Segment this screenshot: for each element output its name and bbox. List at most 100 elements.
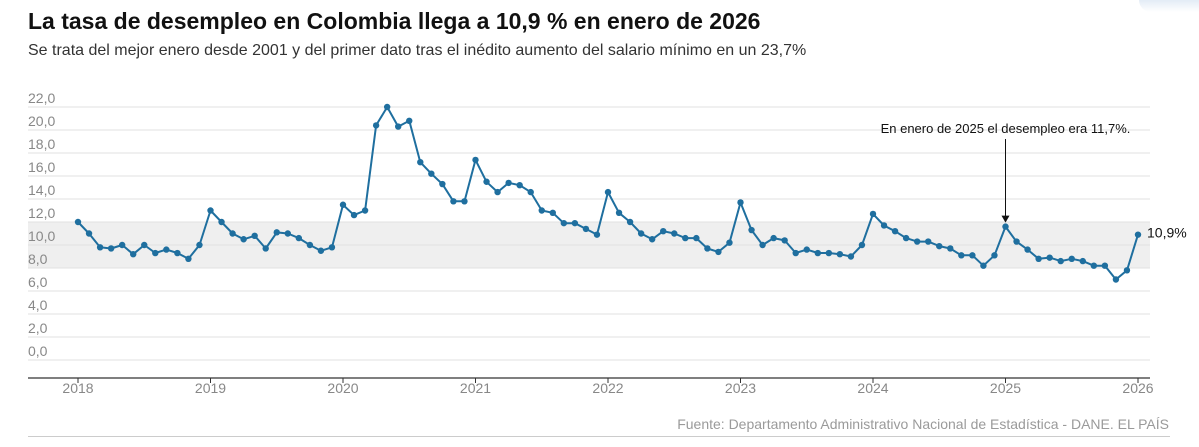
data-point [1134,231,1142,238]
x-tick-label: 2022 [592,380,623,396]
x-axis-ticks: 2018 2019 2020 2021 2022 2023 2024 2025 2026 [62,378,1154,396]
data-point [947,245,954,252]
data-point [196,241,203,249]
data-point [1101,262,1109,269]
data-point [527,188,534,196]
data-point [858,241,866,249]
data-point [925,238,932,245]
data-point [693,234,700,242]
corner-decoration [1139,0,1199,12]
data-point [1112,276,1120,283]
y-tick-label: 16,0 [28,159,55,175]
gridlines [28,106,1150,361]
data-point [428,170,435,177]
data-point [96,244,104,251]
data-point [273,229,280,236]
data-point [604,188,612,196]
data-point [74,218,82,226]
y-tick-label: 22,0 [28,90,55,106]
data-point [218,218,225,226]
data-point [792,249,799,257]
data-point [770,234,777,242]
data-point [626,218,634,226]
data-point [726,239,733,246]
data-point [936,242,943,250]
y-tick-label: 18,0 [28,136,55,152]
data-point [317,247,325,254]
data-point [648,236,656,243]
data-point [704,245,711,252]
x-tick-label: 2021 [460,380,491,396]
data-point [174,249,181,257]
data-point [383,103,391,111]
y-tick-label: 2,0 [28,320,48,336]
data-point [637,230,645,237]
y-tick-label: 0,0 [28,343,48,359]
data-point [339,201,347,208]
data-point [417,159,424,166]
data-point [615,209,623,216]
y-tick-label: 4,0 [28,297,48,313]
data-point [1024,246,1031,253]
y-tick-label: 12,0 [28,205,55,221]
data-point [85,230,93,237]
data-point [825,249,833,257]
data-point [207,207,214,214]
data-point [1035,255,1042,262]
data-point [571,219,579,227]
data-point [372,122,380,129]
x-tick-label: 2020 [327,380,358,396]
data-point [869,210,877,218]
data-point [748,226,755,234]
data-point [1068,255,1075,262]
data-point [715,248,722,256]
data-point [582,225,590,233]
annotation-text: En enero de 2025 el desempleo era 11,7%. [881,121,1131,136]
data-point [538,207,545,214]
data-point [781,237,788,244]
data-point [295,234,303,242]
bottom-divider [28,436,1170,437]
data-point [395,123,402,130]
data-point [980,262,987,269]
x-tick-label: 2018 [62,380,93,396]
data-point [803,246,810,253]
data-point [505,179,512,187]
data-point [516,182,523,189]
data-point [472,156,479,164]
data-point [251,232,258,239]
data-point [1002,223,1009,230]
data-point [593,231,601,238]
data-point [163,246,170,253]
chart-subtitle: Se trata del mejor enero desde 2001 y de… [28,42,807,59]
y-tick-label: 20,0 [28,113,55,129]
x-tick-label: 2019 [195,380,226,396]
data-point [350,211,358,219]
y-tick-label: 10,0 [28,228,55,244]
data-point [185,255,192,262]
x-tick-label: 2023 [725,380,756,396]
data-point [1057,257,1064,265]
data-point [660,228,667,235]
data-point [682,234,689,242]
source-note: Fuente: Departamento Administrativo Naci… [677,416,1169,432]
data-point [560,219,568,227]
data-point [1046,254,1053,261]
data-point [814,249,821,257]
chart-title: La tasa de desempleo en Colombia llega a… [28,8,761,34]
data-point [118,241,126,249]
data-point [1079,257,1086,265]
data-point [130,251,137,258]
y-tick-label: 6,0 [28,274,48,290]
data-point [991,252,998,259]
data-point [737,199,744,206]
data-point [450,198,457,205]
data-point [671,230,678,237]
x-tick-label: 2024 [857,380,888,396]
data-point [759,241,766,249]
data-point [461,198,468,205]
data-point [1090,262,1098,269]
data-point [107,245,115,252]
x-tick-label: 2025 [990,380,1021,396]
